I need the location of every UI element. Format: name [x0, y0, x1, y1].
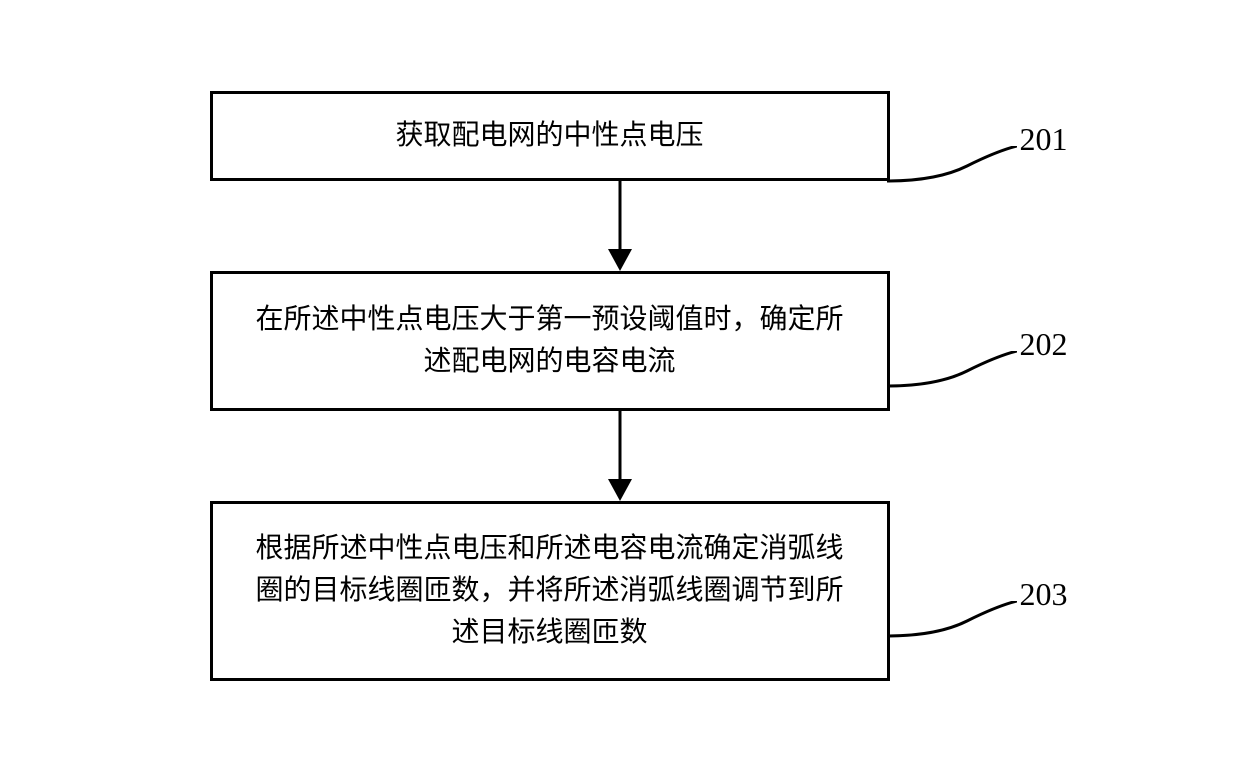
connector-curve-icon	[887, 351, 1017, 401]
flow-row-1: 获取配电网的中性点电压 201	[210, 91, 1030, 181]
flow-step-3-text: 根据所述中性点电压和所述电容电流确定消弧线圈的目标线圈匝数，并将所述消弧线圈调节…	[253, 528, 847, 654]
flow-row-2: 在所述中性点电压大于第一预设阈值时，确定所述配电网的电容电流 202	[210, 271, 1030, 411]
flow-step-3: 根据所述中性点电压和所述电容电流确定消弧线圈的目标线圈匝数，并将所述消弧线圈调节…	[210, 501, 890, 681]
flow-label-2: 202	[1020, 326, 1068, 363]
arrow-down-icon	[600, 411, 640, 501]
flow-label-3: 203	[1020, 576, 1068, 613]
connector-curve-icon	[887, 601, 1017, 651]
flow-label-1: 201	[1020, 121, 1068, 158]
flowchart-container: 获取配电网的中性点电压 201 在所述中性点电压大于第一预设阈值时，确定所述配电…	[190, 51, 1050, 721]
flow-step-2-text: 在所述中性点电压大于第一预设阈值时，确定所述配电网的电容电流	[253, 299, 847, 383]
flow-step-1-text: 获取配电网的中性点电压	[395, 115, 703, 157]
arrow-down-icon	[600, 181, 640, 271]
flow-row-3: 根据所述中性点电压和所述电容电流确定消弧线圈的目标线圈匝数，并将所述消弧线圈调节…	[210, 501, 1030, 681]
flow-step-2: 在所述中性点电压大于第一预设阈值时，确定所述配电网的电容电流	[210, 271, 890, 411]
connector-curve-icon	[887, 146, 1017, 196]
flow-step-1: 获取配电网的中性点电压	[210, 91, 890, 181]
